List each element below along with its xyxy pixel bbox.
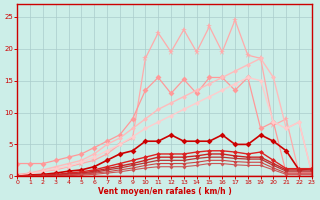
X-axis label: Vent moyen/en rafales ( km/h ): Vent moyen/en rafales ( km/h ) <box>98 187 231 196</box>
